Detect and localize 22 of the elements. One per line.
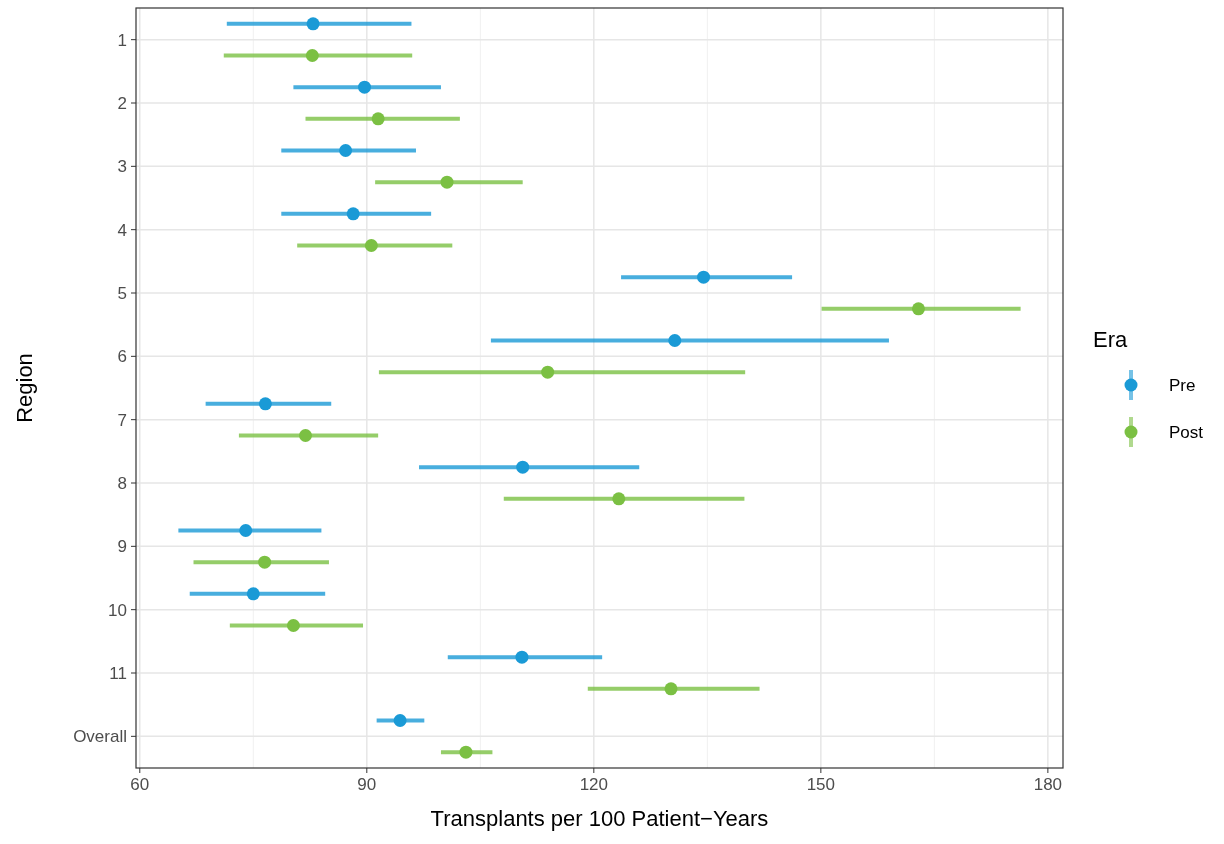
x-tick-label: 60 bbox=[130, 775, 150, 794]
legend-title: Era bbox=[1093, 327, 1128, 352]
y-tick-label: 8 bbox=[117, 474, 127, 493]
legend-label: Post bbox=[1169, 423, 1204, 442]
y-tick-label: 3 bbox=[117, 157, 127, 177]
y-tick-label: 1 bbox=[117, 30, 127, 50]
y-tick-label: 6 bbox=[117, 347, 127, 367]
y-tick-label: 5 bbox=[117, 284, 127, 303]
y-axis-title: Region bbox=[12, 353, 37, 423]
y-tick-label: 4 bbox=[117, 220, 127, 240]
y-tick-label: 11 bbox=[109, 664, 127, 683]
x-tick-label: 120 bbox=[579, 775, 609, 794]
x-axis-title: Transplants per 100 Patient−Years bbox=[430, 806, 769, 831]
y-tick-label: 2 bbox=[117, 94, 127, 113]
y-tick-label: Overall bbox=[73, 727, 127, 747]
x-tick-label: 150 bbox=[806, 775, 836, 794]
x-tick-label: 90 bbox=[357, 775, 377, 794]
legend-label: Pre bbox=[1169, 376, 1196, 395]
y-tick-label: 7 bbox=[117, 410, 127, 430]
x-tick-label: 180 bbox=[1033, 775, 1063, 794]
y-tick-label: 9 bbox=[117, 537, 127, 557]
y-tick-label: 10 bbox=[108, 600, 127, 620]
